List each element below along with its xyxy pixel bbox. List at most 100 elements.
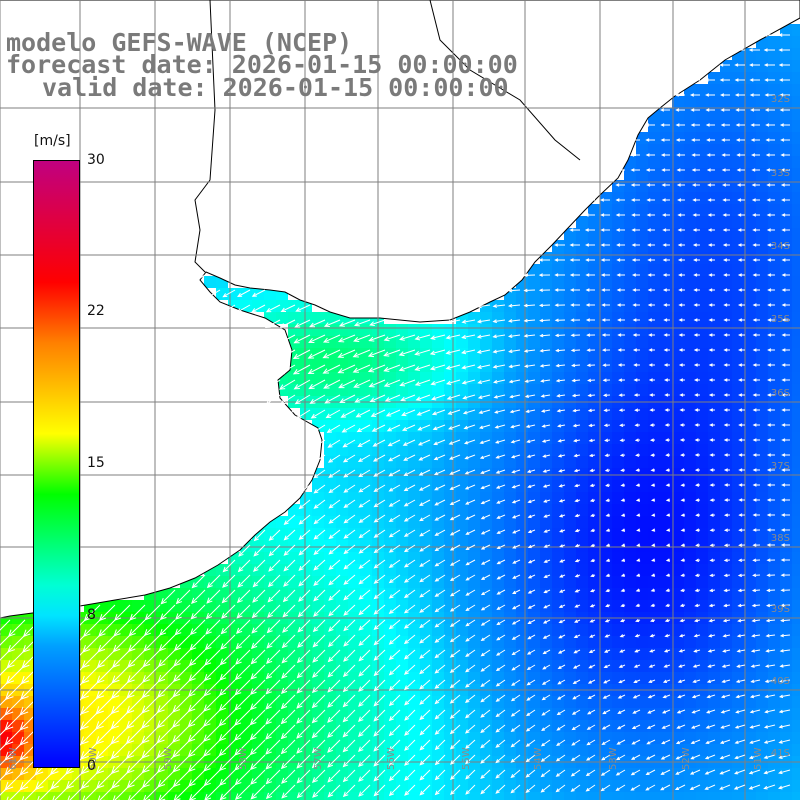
wind-arrow: [543, 454, 551, 458]
wind-cell: [336, 360, 348, 372]
wind-arrow-head: [781, 243, 786, 247]
wind-cell: [600, 720, 612, 732]
wind-arrow-head: [635, 603, 640, 608]
wind-cell: [780, 768, 792, 780]
wind-cell: [108, 648, 120, 660]
wind-arrow-head: [630, 168, 635, 172]
wind-arrow-head: [709, 513, 714, 517]
wind-cell: [720, 708, 732, 720]
wind-cell: [612, 744, 624, 756]
wind-cell: [384, 660, 396, 672]
wind-arrow: [465, 499, 476, 505]
wind-cell: [660, 456, 672, 468]
wind-cell: [552, 432, 564, 444]
wind-arrow: [356, 409, 371, 418]
wind-cell: [648, 300, 660, 312]
wind-arrow: [252, 604, 266, 618]
wind-cell: [432, 504, 444, 516]
wind-cell: [396, 408, 408, 420]
wind-cell: [588, 540, 600, 552]
wind-cell: [756, 648, 768, 660]
wind-cell: [648, 696, 660, 708]
wind-cell: [120, 720, 132, 732]
wind-arrow-head: [403, 639, 409, 645]
wind-cell: [300, 636, 312, 648]
wind-cell: [576, 360, 588, 372]
wind-cell: [768, 60, 780, 72]
wind-arrow-head: [328, 519, 334, 524]
wind-cell: [780, 144, 792, 156]
wind-arrow-head: [326, 428, 332, 433]
wind-arrow-head: [708, 318, 713, 322]
wind-cell: [396, 540, 408, 552]
wind-arrow-head: [706, 153, 711, 157]
wind-cell: [600, 552, 612, 564]
wind-cell: [732, 324, 744, 336]
wind-cell: [744, 528, 756, 540]
wind-cell: [696, 204, 708, 216]
wind-arrow: [235, 634, 251, 650]
wind-cell: [792, 528, 800, 540]
wind-arrow-head: [542, 484, 547, 488]
wind-arrow-head: [590, 528, 595, 533]
border-line: [194, 0, 216, 273]
wind-arrow: [435, 604, 446, 612]
wind-cell: [768, 552, 780, 564]
wind-cell: [588, 288, 600, 300]
wind-arrow-head: [496, 637, 501, 641]
wind-arrow-head: [512, 545, 517, 549]
wind-arrow-head: [752, 573, 757, 578]
wind-arrow-head: [465, 622, 470, 627]
wind-cell: [672, 144, 684, 156]
wind-cell: [732, 636, 744, 648]
wind-arrow: [222, 304, 236, 313]
wind-arrow-head: [693, 618, 699, 623]
wind-cell: [540, 312, 552, 324]
wind-cell: [552, 456, 564, 468]
wind-cell: [324, 432, 336, 444]
wind-cell: [756, 792, 768, 800]
wind-arrow: [509, 379, 521, 383]
wind-cell: [648, 324, 660, 336]
wind-arrow: [477, 334, 491, 338]
wind-cell: [636, 336, 648, 348]
wind-arrow: [419, 499, 431, 506]
wind-cell: [756, 324, 768, 336]
wind-cell: [492, 624, 504, 636]
wind-cell: [528, 276, 540, 288]
wind-cell: [528, 744, 540, 756]
wind-arrow: [250, 679, 266, 695]
wind-arrow: [368, 349, 386, 357]
wind-arrow-head: [509, 394, 514, 399]
wind-arrow: [526, 424, 536, 428]
wind-arrow-head: [709, 483, 714, 487]
wind-arrow-head: [445, 380, 452, 385]
wind-cell: [588, 264, 600, 276]
wind-cell: [660, 276, 672, 288]
wind-cell: [648, 156, 660, 168]
wind-cell: [420, 456, 432, 468]
wind-arrow-head: [526, 454, 531, 459]
wind-cell: [672, 576, 684, 588]
wind-cell: [564, 708, 576, 720]
wind-cell: [336, 792, 348, 800]
wind-cell: [732, 420, 744, 432]
wind-arrow-head: [601, 288, 606, 292]
wind-arrow-head: [781, 348, 786, 352]
wind-cell: [768, 120, 780, 132]
wind-cell: [240, 660, 252, 672]
wind-cell: [624, 372, 636, 384]
wind-cell: [780, 324, 792, 336]
wind-cell: [684, 576, 696, 588]
wind-cell: [288, 672, 300, 684]
wind-arrow: [343, 574, 356, 585]
wind-arrow-head: [735, 138, 741, 142]
wind-arrow-head: [294, 399, 301, 405]
wind-cell: [708, 708, 720, 720]
wind-arrow-head: [723, 573, 728, 578]
wind-arrow: [265, 679, 281, 695]
wind-cell: [276, 660, 288, 672]
wind-arrow-head: [369, 321, 375, 327]
wind-arrow-head: [431, 411, 437, 416]
wind-arrow-head: [313, 519, 319, 525]
